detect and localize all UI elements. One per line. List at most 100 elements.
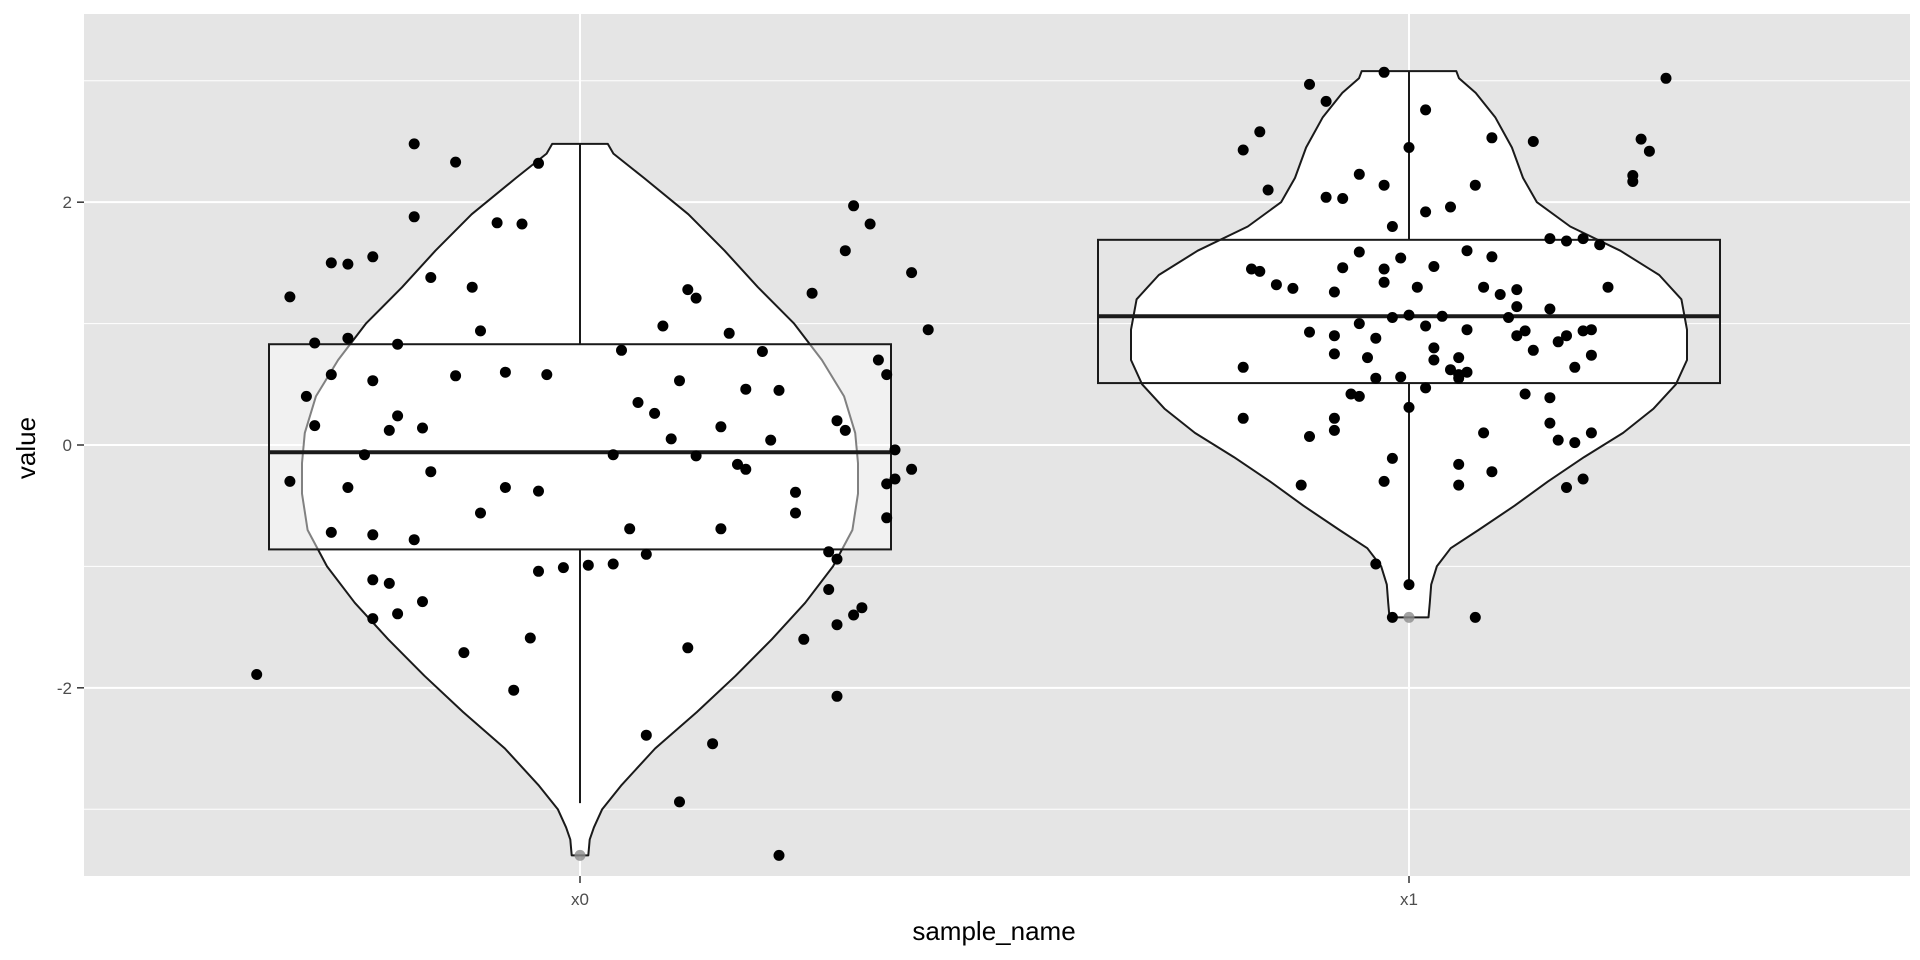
data-point (1503, 312, 1514, 323)
data-point (359, 449, 370, 461)
data-point (1461, 324, 1473, 336)
data-point (1395, 371, 1407, 383)
data-point (1585, 324, 1597, 336)
data-point (640, 548, 652, 560)
data-point (1469, 179, 1481, 191)
data-point (1353, 318, 1365, 330)
data-point (383, 577, 395, 589)
y-tick-label: 2 (63, 193, 72, 212)
data-point (508, 684, 520, 696)
outlier-point (1403, 611, 1415, 623)
data-point (491, 217, 503, 229)
data-point (1237, 144, 1249, 156)
data-point (1337, 262, 1349, 274)
data-point (823, 584, 835, 595)
data-point (1577, 325, 1589, 337)
data-point (342, 258, 354, 270)
data-point (715, 523, 727, 535)
data-point (342, 332, 354, 344)
x-tick-label: x1 (1400, 890, 1418, 909)
data-point (1569, 361, 1581, 373)
data-point (1486, 132, 1498, 144)
data-point (1469, 611, 1481, 623)
plot-geoms (251, 66, 1721, 861)
data-point (1378, 475, 1390, 487)
x-tick-label: x0 (571, 890, 589, 909)
data-point (1478, 281, 1490, 293)
data-point (1378, 66, 1390, 78)
data-point (1378, 179, 1390, 191)
data-point (1453, 372, 1465, 384)
data-point (1594, 239, 1606, 251)
data-point (408, 211, 420, 223)
data-point (1395, 252, 1407, 264)
data-point (1304, 431, 1315, 442)
data-point (582, 559, 594, 571)
data-point (1328, 330, 1340, 342)
data-point (408, 534, 420, 546)
data-point (1403, 401, 1415, 413)
data-point (1461, 245, 1473, 257)
data-point (1602, 281, 1614, 293)
data-point (798, 633, 810, 645)
data-point (856, 602, 868, 614)
data-point (1345, 388, 1357, 400)
data-point (715, 421, 727, 433)
data-point (872, 354, 884, 366)
data-point (342, 482, 354, 493)
data-point (1627, 170, 1639, 181)
data-point (624, 523, 636, 535)
data-point (906, 267, 918, 279)
data-point (1585, 349, 1597, 361)
data-point (732, 458, 743, 470)
data-point (1428, 261, 1440, 272)
data-point (392, 338, 404, 350)
data-point (1428, 342, 1440, 354)
data-point (889, 473, 901, 485)
data-point (674, 375, 685, 387)
data-point (1370, 558, 1382, 570)
data-point (906, 463, 918, 475)
data-point (640, 729, 652, 741)
data-point (632, 397, 644, 408)
data-point (1561, 330, 1572, 342)
data-point (533, 485, 544, 497)
data-point (541, 369, 553, 381)
data-point (682, 642, 694, 654)
data-point (1544, 233, 1556, 245)
data-point (1585, 427, 1597, 439)
x-axis-title: sample_name (912, 916, 1075, 946)
data-point (1561, 482, 1572, 493)
data-point (848, 609, 860, 621)
data-point (790, 486, 801, 498)
data-point (309, 337, 321, 349)
data-point (1511, 330, 1523, 342)
data-point (1295, 479, 1307, 491)
data-point (1370, 332, 1382, 344)
data-point (1246, 263, 1257, 275)
data-point (889, 444, 901, 456)
data-point (1660, 72, 1672, 84)
data-point (524, 632, 536, 644)
data-point (1262, 184, 1274, 196)
violin-x0 (301, 142, 859, 857)
data-point (1287, 282, 1299, 294)
data-point (823, 546, 835, 558)
data-point (1544, 417, 1556, 429)
data-point (1386, 221, 1398, 232)
data-point (1328, 286, 1340, 298)
data-point (1494, 289, 1506, 300)
data-point (1353, 390, 1365, 402)
data-point (1511, 284, 1523, 296)
box-x0 (268, 343, 892, 551)
data-point (1552, 336, 1564, 348)
data-point (723, 327, 735, 339)
data-point (616, 344, 627, 356)
data-point (325, 526, 337, 538)
data-point (1486, 251, 1498, 263)
data-point (1453, 352, 1465, 364)
data-point (1511, 301, 1523, 313)
data-point (1445, 364, 1456, 376)
data-point (831, 553, 843, 565)
data-point (1320, 191, 1332, 203)
